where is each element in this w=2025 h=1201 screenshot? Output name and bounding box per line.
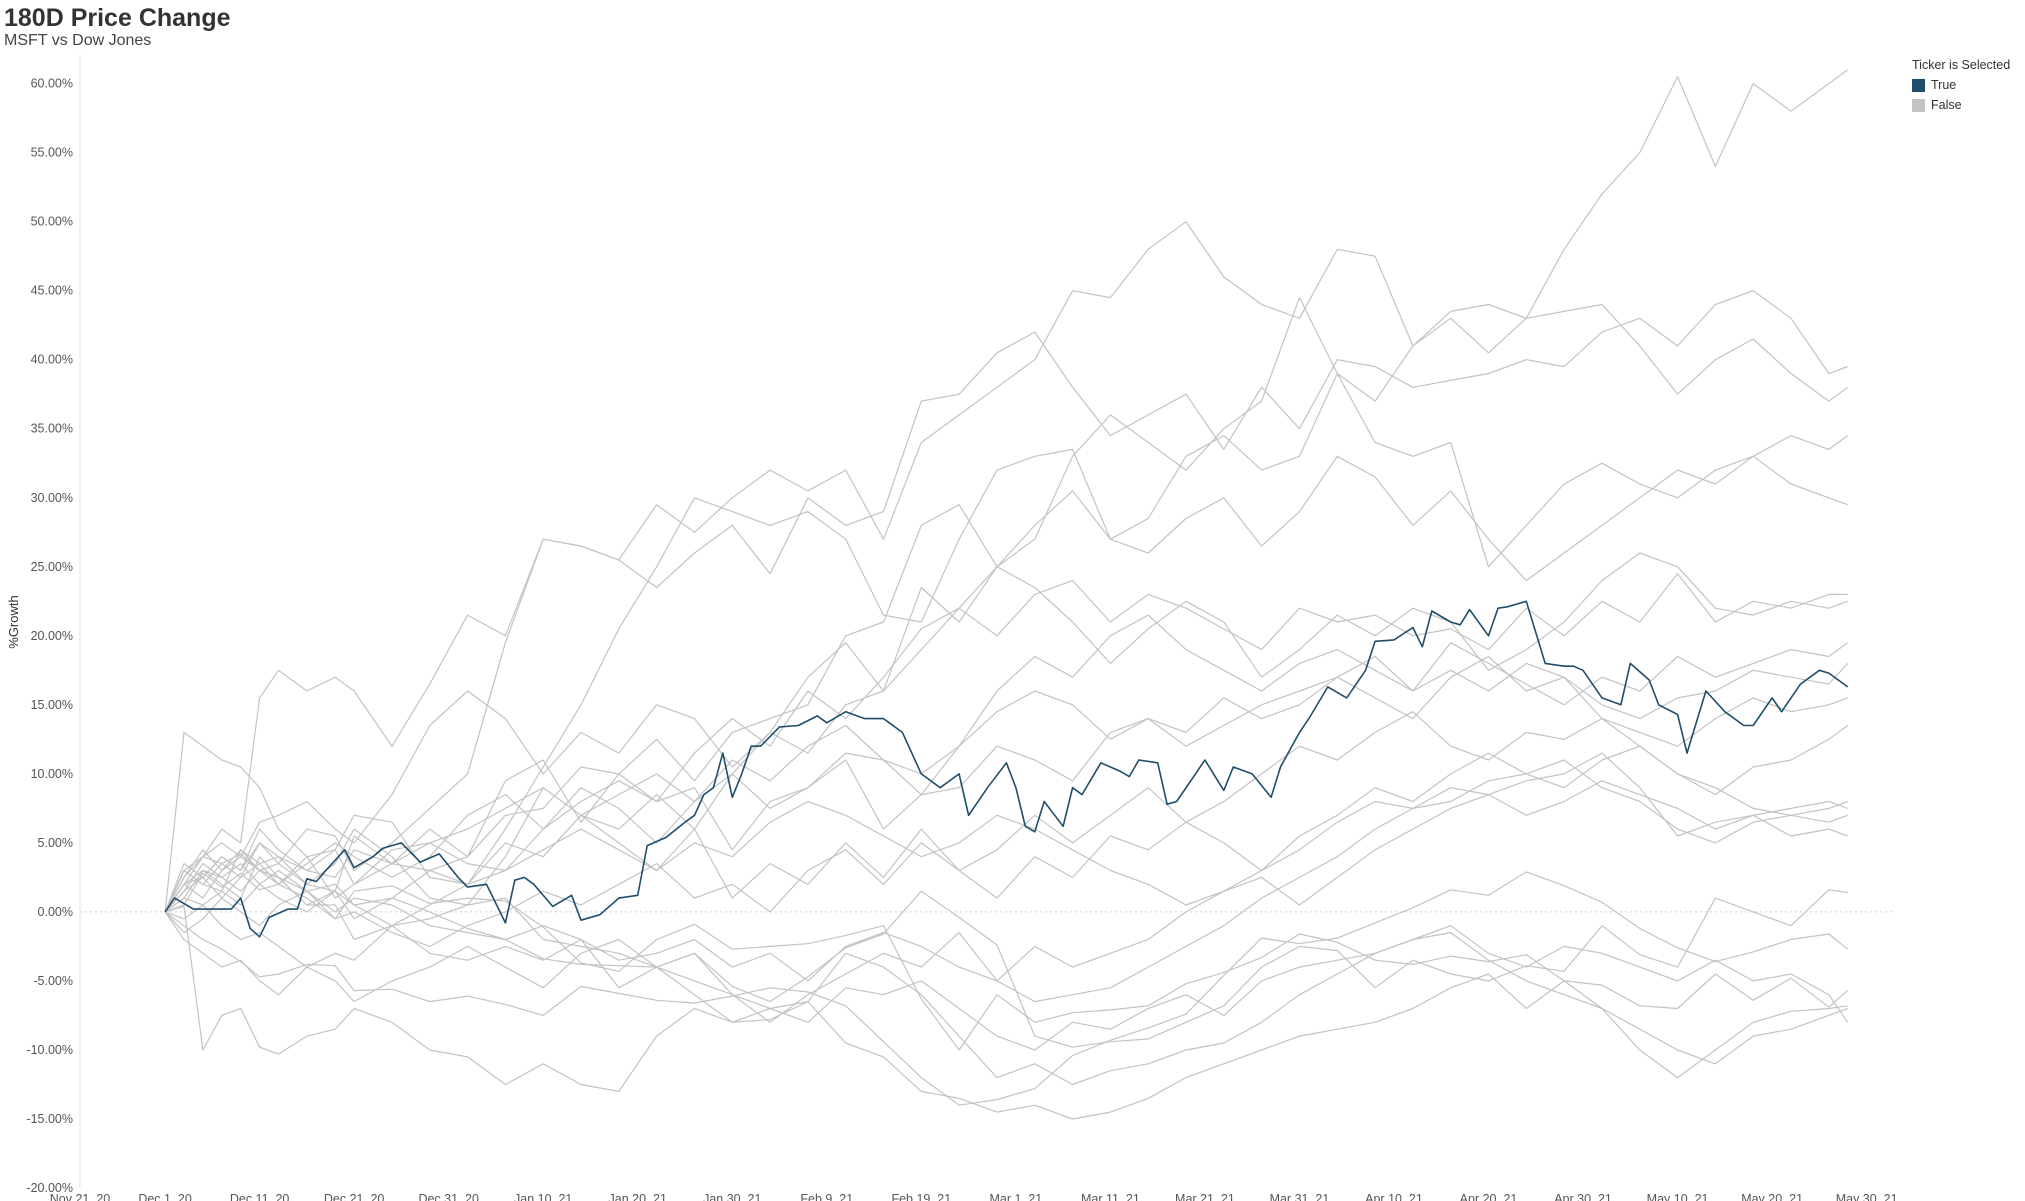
x-tick-label: Mar 1, 21 [989,1192,1042,1201]
y-tick-label: 30.00% [31,491,73,505]
y-tick-label: 10.00% [31,767,73,781]
x-tick-label: May 30, 21 [1836,1192,1898,1201]
legend[interactable]: Ticker is Selected True False [1912,58,2010,115]
chart-subtitle: MSFT vs Dow Jones [4,32,152,49]
legend-item-false[interactable]: False [1912,95,2010,115]
series-line-5[interactable] [164,372,1848,912]
series-line-19[interactable] [164,435,1849,913]
series-line-3[interactable] [164,905,1848,1120]
series-line-11[interactable] [164,752,1848,1023]
y-tick-label: 0.00% [38,905,73,919]
x-tick-label: Jan 30, 21 [703,1192,761,1201]
x-tick-label: Apr 10, 21 [1365,1192,1423,1201]
y-tick-label: -10.00% [26,1043,73,1057]
series-line-7[interactable] [164,221,1849,913]
series-line-9[interactable] [164,897,1849,1051]
x-tick-label: Dec 31, 20 [418,1192,479,1201]
series-line-14[interactable] [164,552,1848,913]
y-tick-label: 25.00% [31,560,73,574]
series-line-16[interactable] [164,911,1848,1086]
legend-label-true: True [1931,78,1957,92]
series-line-21[interactable] [164,780,1848,927]
legend-swatch-false [1912,98,1925,112]
x-tick-label: Nov 21, 20 [50,1192,111,1201]
series-line-8[interactable] [164,69,1849,913]
x-tick-label: Mar 11, 21 [1081,1192,1140,1201]
y-tick-label: 15.00% [31,698,73,712]
series-line-17[interactable] [164,725,1849,948]
series-line-10[interactable] [164,759,1848,1003]
y-tick-label: 45.00% [31,284,73,298]
series-unselected [164,69,1849,1120]
x-tick-label: May 20, 21 [1741,1192,1803,1201]
y-tick-label: 5.00% [38,836,73,850]
series-line-2[interactable] [164,872,1849,1051]
series-line-1[interactable] [164,853,1848,1048]
y-tick-label: 35.00% [31,422,73,436]
series-line-6[interactable] [164,290,1848,913]
x-tick-label: Dec 1, 20 [138,1192,192,1201]
chart-axes: 60.00% 55.00% 50.00% 45.00% 40.00% 35.00% 30.0… [26,54,1898,1201]
series-selected [164,600,1849,938]
x-tick-label: Jan 10, 21 [514,1192,572,1201]
x-tick-label: Feb 19, 21 [891,1192,951,1201]
y-axis-label: %Growth [6,595,21,648]
y-tick-label: 55.00% [31,146,73,160]
x-tick-label: Apr 20, 21 [1460,1192,1518,1201]
legend-title: Ticker is Selected [1912,58,2011,72]
legend-label-false: False [1931,98,1962,112]
series-line-20[interactable] [164,655,1848,913]
legend-item-true[interactable]: True [1912,75,2010,95]
y-tick-label: -5.00% [33,974,73,988]
series-line-18[interactable] [164,614,1849,913]
chart-title: 180D Price Change [4,4,231,32]
series-line-13[interactable] [164,573,1848,913]
x-tick-label: Feb 9, 21 [800,1192,853,1201]
y-tick-label: -20.00% [26,1181,73,1195]
legend-swatch-true [1912,78,1925,92]
y-tick-label: 50.00% [31,215,73,229]
x-tick-label: Dec 11, 20 [230,1192,290,1201]
x-tick-label: Dec 21, 20 [324,1192,385,1201]
y-tick-label: 20.00% [31,629,73,643]
series-line-15[interactable] [164,697,1848,920]
series-line-4[interactable] [164,871,1849,1106]
x-tick-label: Mar 31, 21 [1270,1192,1330,1201]
y-tick-label: 40.00% [31,353,73,367]
y-tick-label: -15.00% [26,1112,73,1126]
x-tick-label: Mar 21, 21 [1175,1192,1235,1201]
x-tick-label: Jan 20, 21 [609,1192,667,1201]
x-tick-label: May 10, 21 [1647,1192,1709,1201]
series-line-selected[interactable] [164,600,1849,938]
x-tick-label: Apr 30, 21 [1554,1192,1612,1201]
y-tick-label: 60.00% [31,77,73,91]
